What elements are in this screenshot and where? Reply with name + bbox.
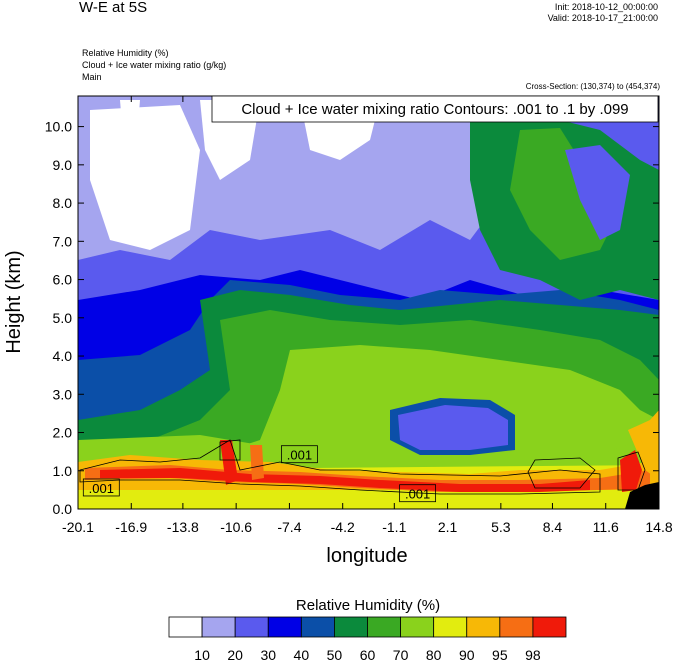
rh-field bbox=[78, 96, 659, 509]
x-tick-label: 8.4 bbox=[543, 519, 563, 535]
colorbar-title: Relative Humidity (%) bbox=[296, 597, 440, 614]
y-tick-label: 1.0 bbox=[53, 463, 73, 479]
x-axis: -20.1 -16.9 -13.8 -10.6 -7.4 -4.2 -1.1 2.1 5.3 8.… bbox=[62, 96, 673, 535]
field-label-domain: Main bbox=[82, 72, 102, 82]
y-tick-label: 9.0 bbox=[53, 157, 73, 173]
colorbar-level-label: 90 bbox=[459, 647, 475, 663]
x-tick-label: 14.8 bbox=[645, 519, 672, 535]
y-tick-label: 7.0 bbox=[53, 233, 73, 249]
contour-label: .001 bbox=[287, 448, 312, 463]
colorbar-level-label: 10 bbox=[194, 647, 210, 663]
y-tick-label: 0.0 bbox=[53, 501, 73, 517]
colorbar-swatch bbox=[201, 616, 236, 638]
contour-label-box bbox=[82, 478, 120, 497]
colorbar-swatch bbox=[499, 616, 534, 638]
x-tick-label: -13.8 bbox=[167, 519, 199, 535]
colorbar-swatch bbox=[367, 616, 401, 638]
colorbar-swatch bbox=[300, 616, 335, 638]
colorbar-swatch bbox=[267, 616, 302, 638]
colorbar-level-label: 30 bbox=[260, 647, 276, 663]
colorbar-level-label: 80 bbox=[426, 647, 442, 663]
valid-time: Valid: 2018-10-17_21:00:00 bbox=[547, 13, 658, 23]
colorbar-level-label: 98 bbox=[525, 647, 541, 663]
colorbar-level-label: 20 bbox=[227, 647, 243, 663]
plot-title: W-E at 5S bbox=[79, 0, 148, 16]
x-tick-label: -7.4 bbox=[277, 519, 301, 535]
colorbar-swatch bbox=[234, 616, 269, 638]
x-tick-label: 5.3 bbox=[491, 519, 511, 535]
field-label-cloud: Cloud + Ice water mixing ratio (g/kg) bbox=[82, 60, 227, 70]
x-tick-label: -10.6 bbox=[220, 519, 252, 535]
x-tick-label: -20.1 bbox=[62, 519, 94, 535]
colorbar-swatch bbox=[466, 616, 501, 638]
x-tick-label: -4.2 bbox=[331, 519, 355, 535]
y-tick-label: 8.0 bbox=[53, 195, 73, 211]
cross-section-label: Cross-Section: (130,374) to (454,374) bbox=[525, 82, 660, 91]
colorbar-level-label: 95 bbox=[492, 647, 508, 663]
y-tick-label: 6.0 bbox=[53, 272, 73, 288]
colorbar-swatch bbox=[400, 616, 435, 638]
x-tick-label: 2.1 bbox=[438, 519, 458, 535]
x-tick-label: -16.9 bbox=[115, 519, 147, 535]
colorbar-level-label: 70 bbox=[393, 647, 409, 663]
contour-label-box bbox=[399, 484, 437, 503]
colorbar: 10 20 30 40 50 60 70 80 90 95 98 bbox=[168, 616, 567, 663]
y-axis-label: Height (km) bbox=[3, 250, 25, 353]
contour-labels: .001 .001 .001 bbox=[82, 445, 437, 503]
y-tick-label: 3.0 bbox=[53, 386, 73, 402]
contour-note-box bbox=[211, 95, 659, 123]
colorbar-level-label: 60 bbox=[360, 647, 376, 663]
y-tick-label: 10.0 bbox=[45, 119, 72, 135]
y-axis: 0.0 1.0 2.0 3.0 4.0 5.0 6.0 7.0 8.0 9.0 10.0 bbox=[45, 119, 659, 517]
x-tick-label: 11.6 bbox=[593, 519, 619, 535]
contour-label: .001 bbox=[405, 487, 430, 502]
colorbar-level-label: 40 bbox=[294, 647, 310, 663]
field-label-rh: Relative Humidity (%) bbox=[82, 48, 169, 58]
colorbar-swatch bbox=[532, 616, 567, 638]
x-axis-label: longitude bbox=[326, 545, 407, 567]
y-tick-label: 4.0 bbox=[53, 348, 73, 364]
colorbar-swatch bbox=[433, 616, 468, 638]
y-tick-label: 2.0 bbox=[53, 425, 73, 441]
y-tick-label: 5.0 bbox=[53, 310, 73, 326]
contour-label-box bbox=[281, 445, 318, 464]
colorbar-level-label: 50 bbox=[327, 647, 343, 663]
contour-note: Cloud + Ice water mixing ratio Contours:… bbox=[241, 101, 628, 118]
init-time: Init: 2018-10-12_00:00:00 bbox=[554, 2, 658, 12]
colorbar-swatch bbox=[334, 616, 368, 638]
x-tick-label: -1.1 bbox=[382, 519, 406, 535]
contour-label: .001 bbox=[89, 481, 114, 496]
colorbar-swatch bbox=[168, 616, 203, 638]
